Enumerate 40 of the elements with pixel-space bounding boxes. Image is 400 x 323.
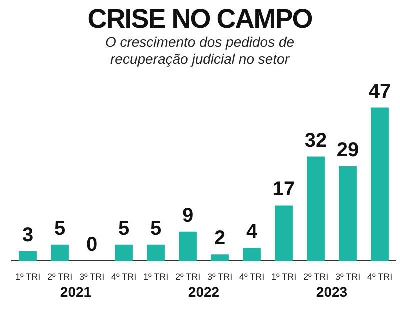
data-label: 2 — [214, 228, 226, 250]
x-tick-label: 4º TRI — [239, 272, 265, 282]
data-label: 3 — [22, 224, 34, 246]
text: 2022 — [188, 284, 220, 300]
chart-subtitle: O crescimento dos pedidos de recuperação judicial no setor — [104, 34, 296, 68]
data-label: 5 — [54, 218, 66, 240]
bar — [51, 244, 69, 262]
x-tick-label: 4º TRI — [367, 272, 393, 282]
chart-title: CRISE NO CAMPO — [86, 4, 314, 34]
bar — [19, 251, 37, 262]
x-tick-label: 1º TRI — [15, 272, 41, 282]
data-label: 32 — [304, 130, 328, 152]
bar — [115, 244, 133, 262]
x-tick-label: 3º TRI — [335, 272, 361, 282]
bar — [275, 206, 293, 262]
bar — [179, 232, 197, 262]
data-label: 4 — [246, 221, 258, 244]
bar — [243, 248, 261, 262]
data-label: 5 — [118, 218, 130, 240]
bar — [211, 254, 229, 262]
x-tick-label: 4º TRI — [111, 272, 137, 282]
x-tick-label: 3º TRI — [79, 272, 105, 282]
data-label: 5 — [150, 218, 162, 240]
data-label: 17 — [272, 178, 296, 201]
x-tick-label: 2º TRI — [175, 272, 201, 282]
bar — [307, 156, 325, 262]
x-tick-label: 2º TRI — [303, 272, 329, 282]
x-tick-label: 2º TRI — [47, 272, 73, 282]
data-label: 0 — [86, 234, 98, 256]
text: 2021 — [60, 284, 92, 300]
data-label: 47 — [368, 80, 392, 103]
data-label: 9 — [182, 204, 194, 227]
bar — [371, 108, 389, 262]
x-tick-label: 1º TRI — [143, 272, 169, 282]
x-tick-label: 1º TRI — [271, 272, 297, 282]
data-label: 29 — [336, 140, 360, 162]
bar — [147, 244, 165, 262]
text: 2023 — [316, 284, 348, 300]
bar — [339, 166, 357, 262]
x-tick-label: 3º TRI — [207, 272, 233, 282]
